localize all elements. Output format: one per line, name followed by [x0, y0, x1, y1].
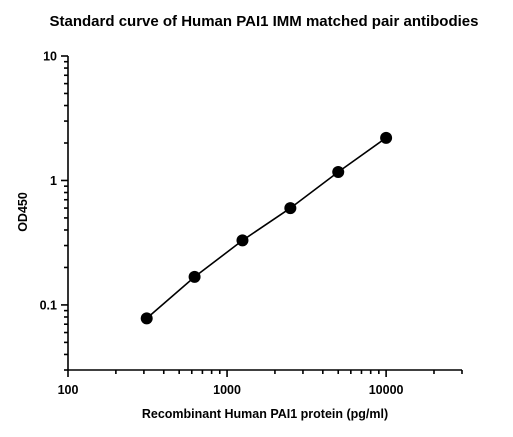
axes: 0.1 1 10 100 1000 10000 — [40, 50, 463, 397]
chart-title: Standard curve of Human PAI1 IMM matched… — [50, 13, 479, 30]
y-tick-label: 1 — [50, 174, 57, 188]
x-tick-label: 10000 — [369, 383, 404, 397]
series-line — [146, 137, 387, 320]
data-point — [284, 202, 297, 215]
data-point — [332, 165, 345, 178]
y-axis-label: OD450 — [16, 192, 30, 232]
x-tick-label: 100 — [58, 383, 79, 397]
data-point — [188, 270, 201, 283]
x-tick-label: 1000 — [213, 383, 241, 397]
series-layer — [140, 131, 393, 325]
y-tick-label: 10 — [43, 50, 57, 64]
data-point — [380, 131, 393, 144]
data-point — [236, 234, 249, 247]
data-point — [140, 312, 153, 325]
y-tick-label: 0.1 — [40, 298, 57, 312]
x-axis-label: Recombinant Human PAI1 protein (pg/ml) — [142, 407, 388, 421]
